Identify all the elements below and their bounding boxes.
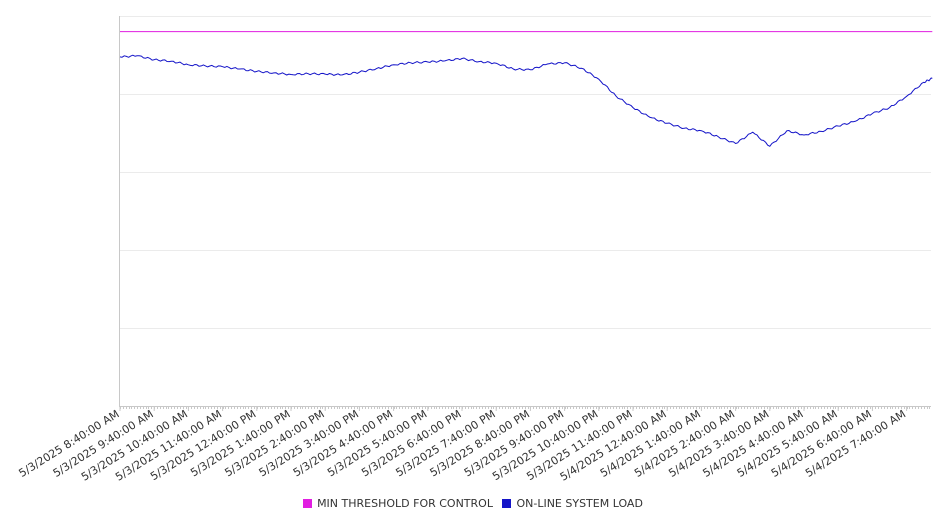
x-axis-tick-labels: 5/3/2025 8:40:00 AM5/3/2025 9:40:00 AM5/… bbox=[16, 406, 908, 484]
legend-label-threshold: MIN THRESHOLD FOR CONTROL bbox=[317, 497, 493, 510]
legend-label-load: ON-LINE SYSTEM LOAD bbox=[516, 497, 643, 510]
series-line-online-system-load bbox=[119, 54, 933, 147]
legend: MIN THRESHOLD FOR CONTROL ON-LINE SYSTEM… bbox=[0, 497, 946, 510]
gridlines bbox=[120, 16, 931, 329]
legend-item-load[interactable]: ON-LINE SYSTEM LOAD bbox=[502, 497, 643, 510]
legend-item-threshold[interactable]: MIN THRESHOLD FOR CONTROL bbox=[303, 497, 493, 510]
series-layer bbox=[119, 31, 933, 147]
x-axis-minor-ticks bbox=[120, 406, 930, 409]
legend-swatch-threshold bbox=[303, 499, 313, 508]
legend-swatch-load bbox=[502, 499, 512, 508]
